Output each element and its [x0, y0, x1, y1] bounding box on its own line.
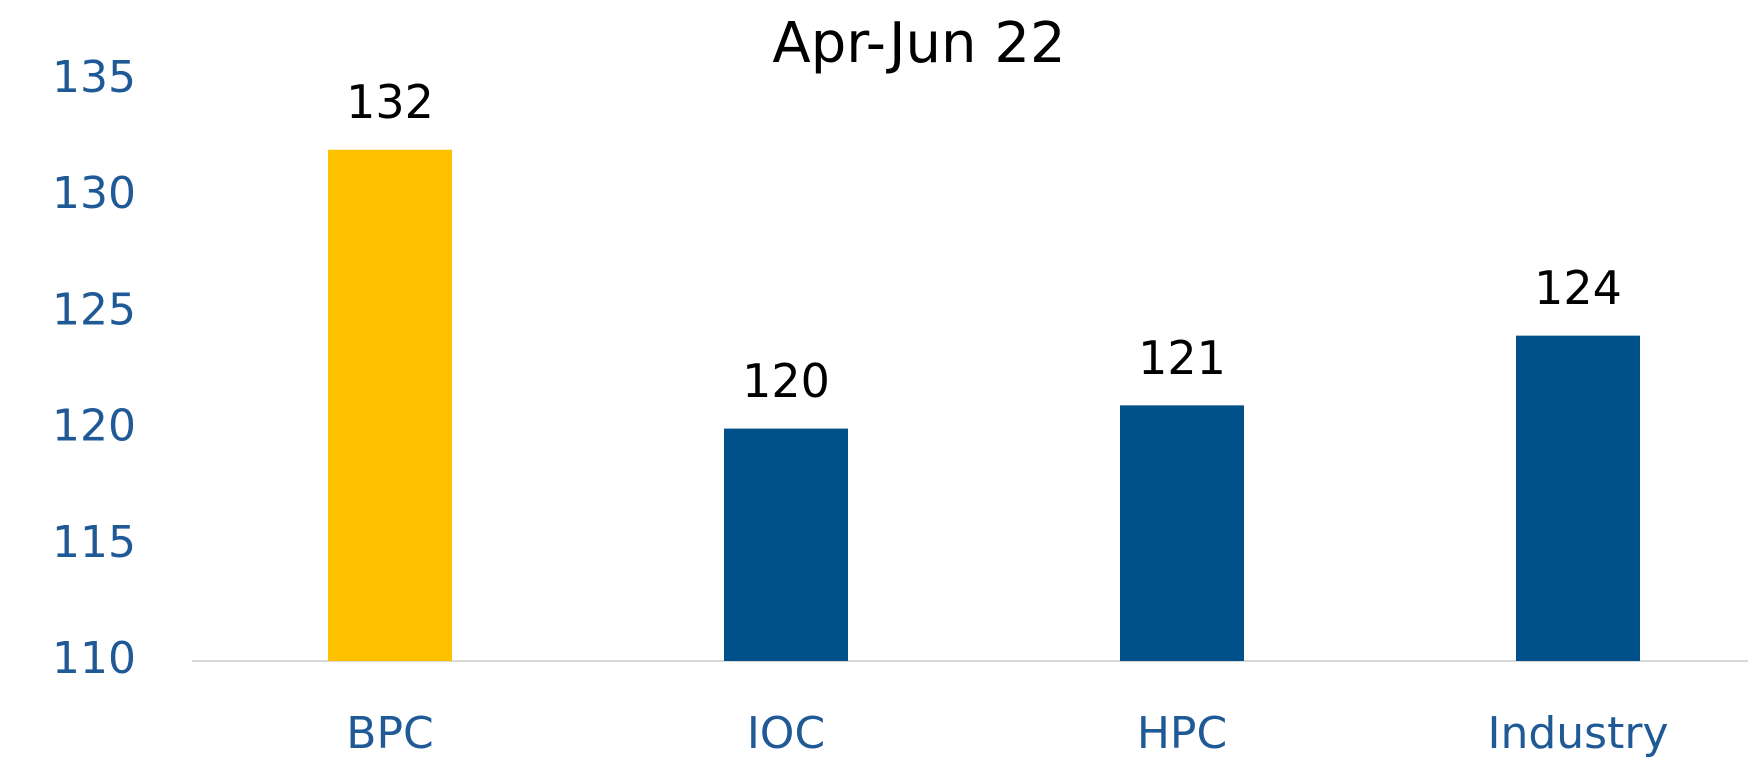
y-tick-label: 120	[52, 401, 136, 452]
value-label: 124	[1534, 261, 1622, 315]
y-tick-label: 130	[52, 168, 136, 219]
bar	[1516, 335, 1640, 661]
x-tick-label: IOC	[747, 708, 825, 759]
value-label: 132	[346, 75, 434, 129]
bar	[724, 428, 848, 661]
bar	[328, 149, 452, 661]
value-label: 120	[742, 354, 830, 408]
x-tick-label: Industry	[1488, 708, 1669, 759]
value-label: 121	[1138, 331, 1226, 385]
y-tick-label: 135	[52, 52, 136, 103]
y-tick-label: 125	[52, 284, 136, 335]
bar	[1120, 405, 1244, 661]
chart-title: Apr-Jun 22	[772, 11, 1065, 76]
y-tick-label: 110	[52, 633, 136, 684]
x-tick-label: BPC	[346, 708, 433, 759]
y-tick-label: 115	[52, 517, 136, 568]
x-tick-label: HPC	[1137, 708, 1227, 759]
